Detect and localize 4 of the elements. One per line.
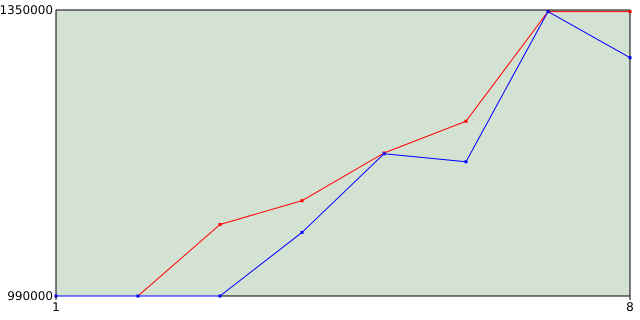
y-tick-label: 1350000 [0,3,53,18]
x-tick-label: 8 [626,300,634,314]
y-tick-label: 990000 [7,289,53,304]
x-tick-label: 1 [52,300,60,314]
